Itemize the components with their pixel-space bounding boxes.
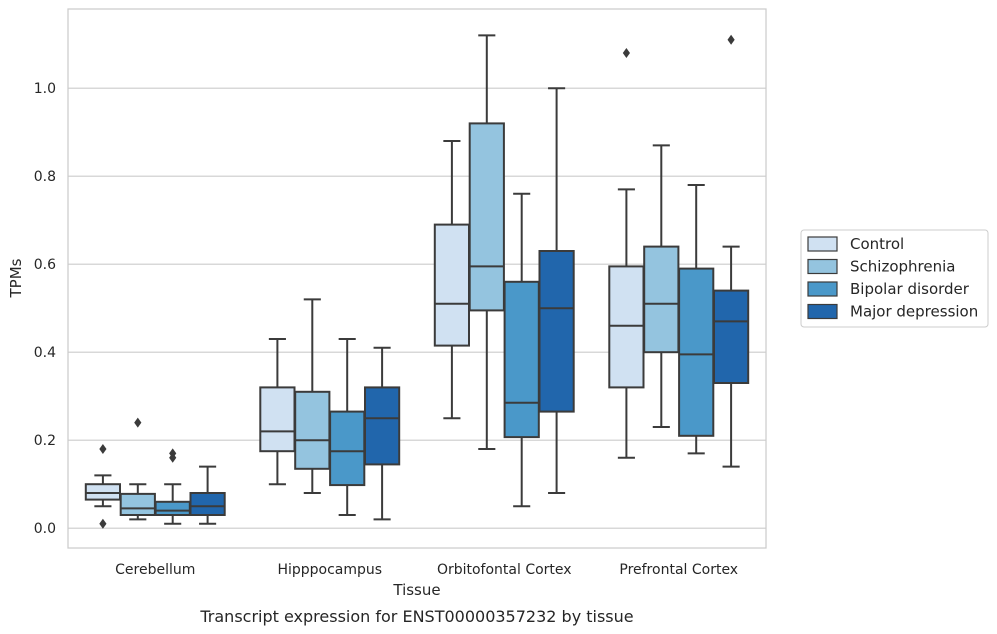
box-iqr [712,289,750,385]
box-iqr [84,483,122,501]
legend-label: Schizophrenia [850,258,955,276]
box-iqr [154,500,191,516]
box-bipolar-disorder [678,184,715,455]
legend: Control Schizophrenia Bipolar disorder Majo… [800,229,989,328]
plot-frame [67,8,767,549]
box-major-depression [712,34,750,468]
box-iqr [468,122,505,312]
x-tick-label: Hipppocampus [277,562,382,578]
box-iqr [608,265,645,389]
legend-swatch [807,281,838,297]
outlier-point [622,48,630,58]
y-tick-label: 0.0 [34,521,56,537]
outlier-point [169,452,177,463]
box-iqr [294,390,331,470]
box-schizophrenia [643,144,680,428]
box-iqr [678,267,715,437]
x-tick-labels: Cerebellum Hipppocampus Orbitofontal Corte… [115,562,738,578]
outlier-point [134,417,142,428]
legend-swatch [807,258,838,275]
box-bipolar-disorder [154,448,191,525]
y-tick-label: 0.8 [34,169,56,185]
box-schizophrenia [468,34,505,450]
y-tick-labels: 0.0 0.2 0.4 0.6 0.8 1.0 [34,81,56,537]
box-iqr [433,223,471,347]
box-iqr [538,250,575,413]
box-bipolar-disorder [503,192,540,508]
box-control [608,48,645,459]
box-groups [84,34,750,529]
box-control [259,338,296,486]
box-iqr [363,386,401,466]
figure-caption: Transcript expression for ENST0000035723… [199,607,633,626]
box-major-depression [538,87,575,494]
y-tick-label: 1.0 [34,81,56,97]
box-iqr [119,492,156,517]
y-tick-label: 0.6 [34,257,56,273]
x-tick-label: Prefrontal Cortex [619,562,738,578]
y-tick-label: 0.2 [34,433,56,449]
box-major-depression [189,465,226,525]
box-iqr [643,245,680,354]
legend-swatch [807,236,838,252]
box-control [433,140,471,420]
legend-frame [800,229,989,328]
legend-label: Major depression [850,303,978,321]
outlier-point [99,444,107,454]
box-schizophrenia [119,417,156,521]
y-axis-label: TPMs [7,258,25,298]
y-tick-label: 0.4 [34,345,56,361]
box-iqr [503,280,540,439]
x-tick-label: Orbitofontal Cortex [437,562,572,578]
outlier-point [727,34,735,45]
x-tick-label: Cerebellum [115,562,195,578]
legend-label: Control [850,235,904,253]
box-major-depression [363,346,401,521]
box-schizophrenia [294,298,331,494]
legend-label: Bipolar disorder [850,280,970,298]
box-iqr [259,386,296,453]
outlier-point [99,518,107,529]
box-iqr [329,410,366,487]
box-control [84,444,122,529]
x-axis-label: Tissue [392,581,440,599]
box-iqr [189,492,226,516]
box-bipolar-disorder [329,338,366,516]
gridlines [68,87,766,529]
legend-swatch [807,303,838,320]
